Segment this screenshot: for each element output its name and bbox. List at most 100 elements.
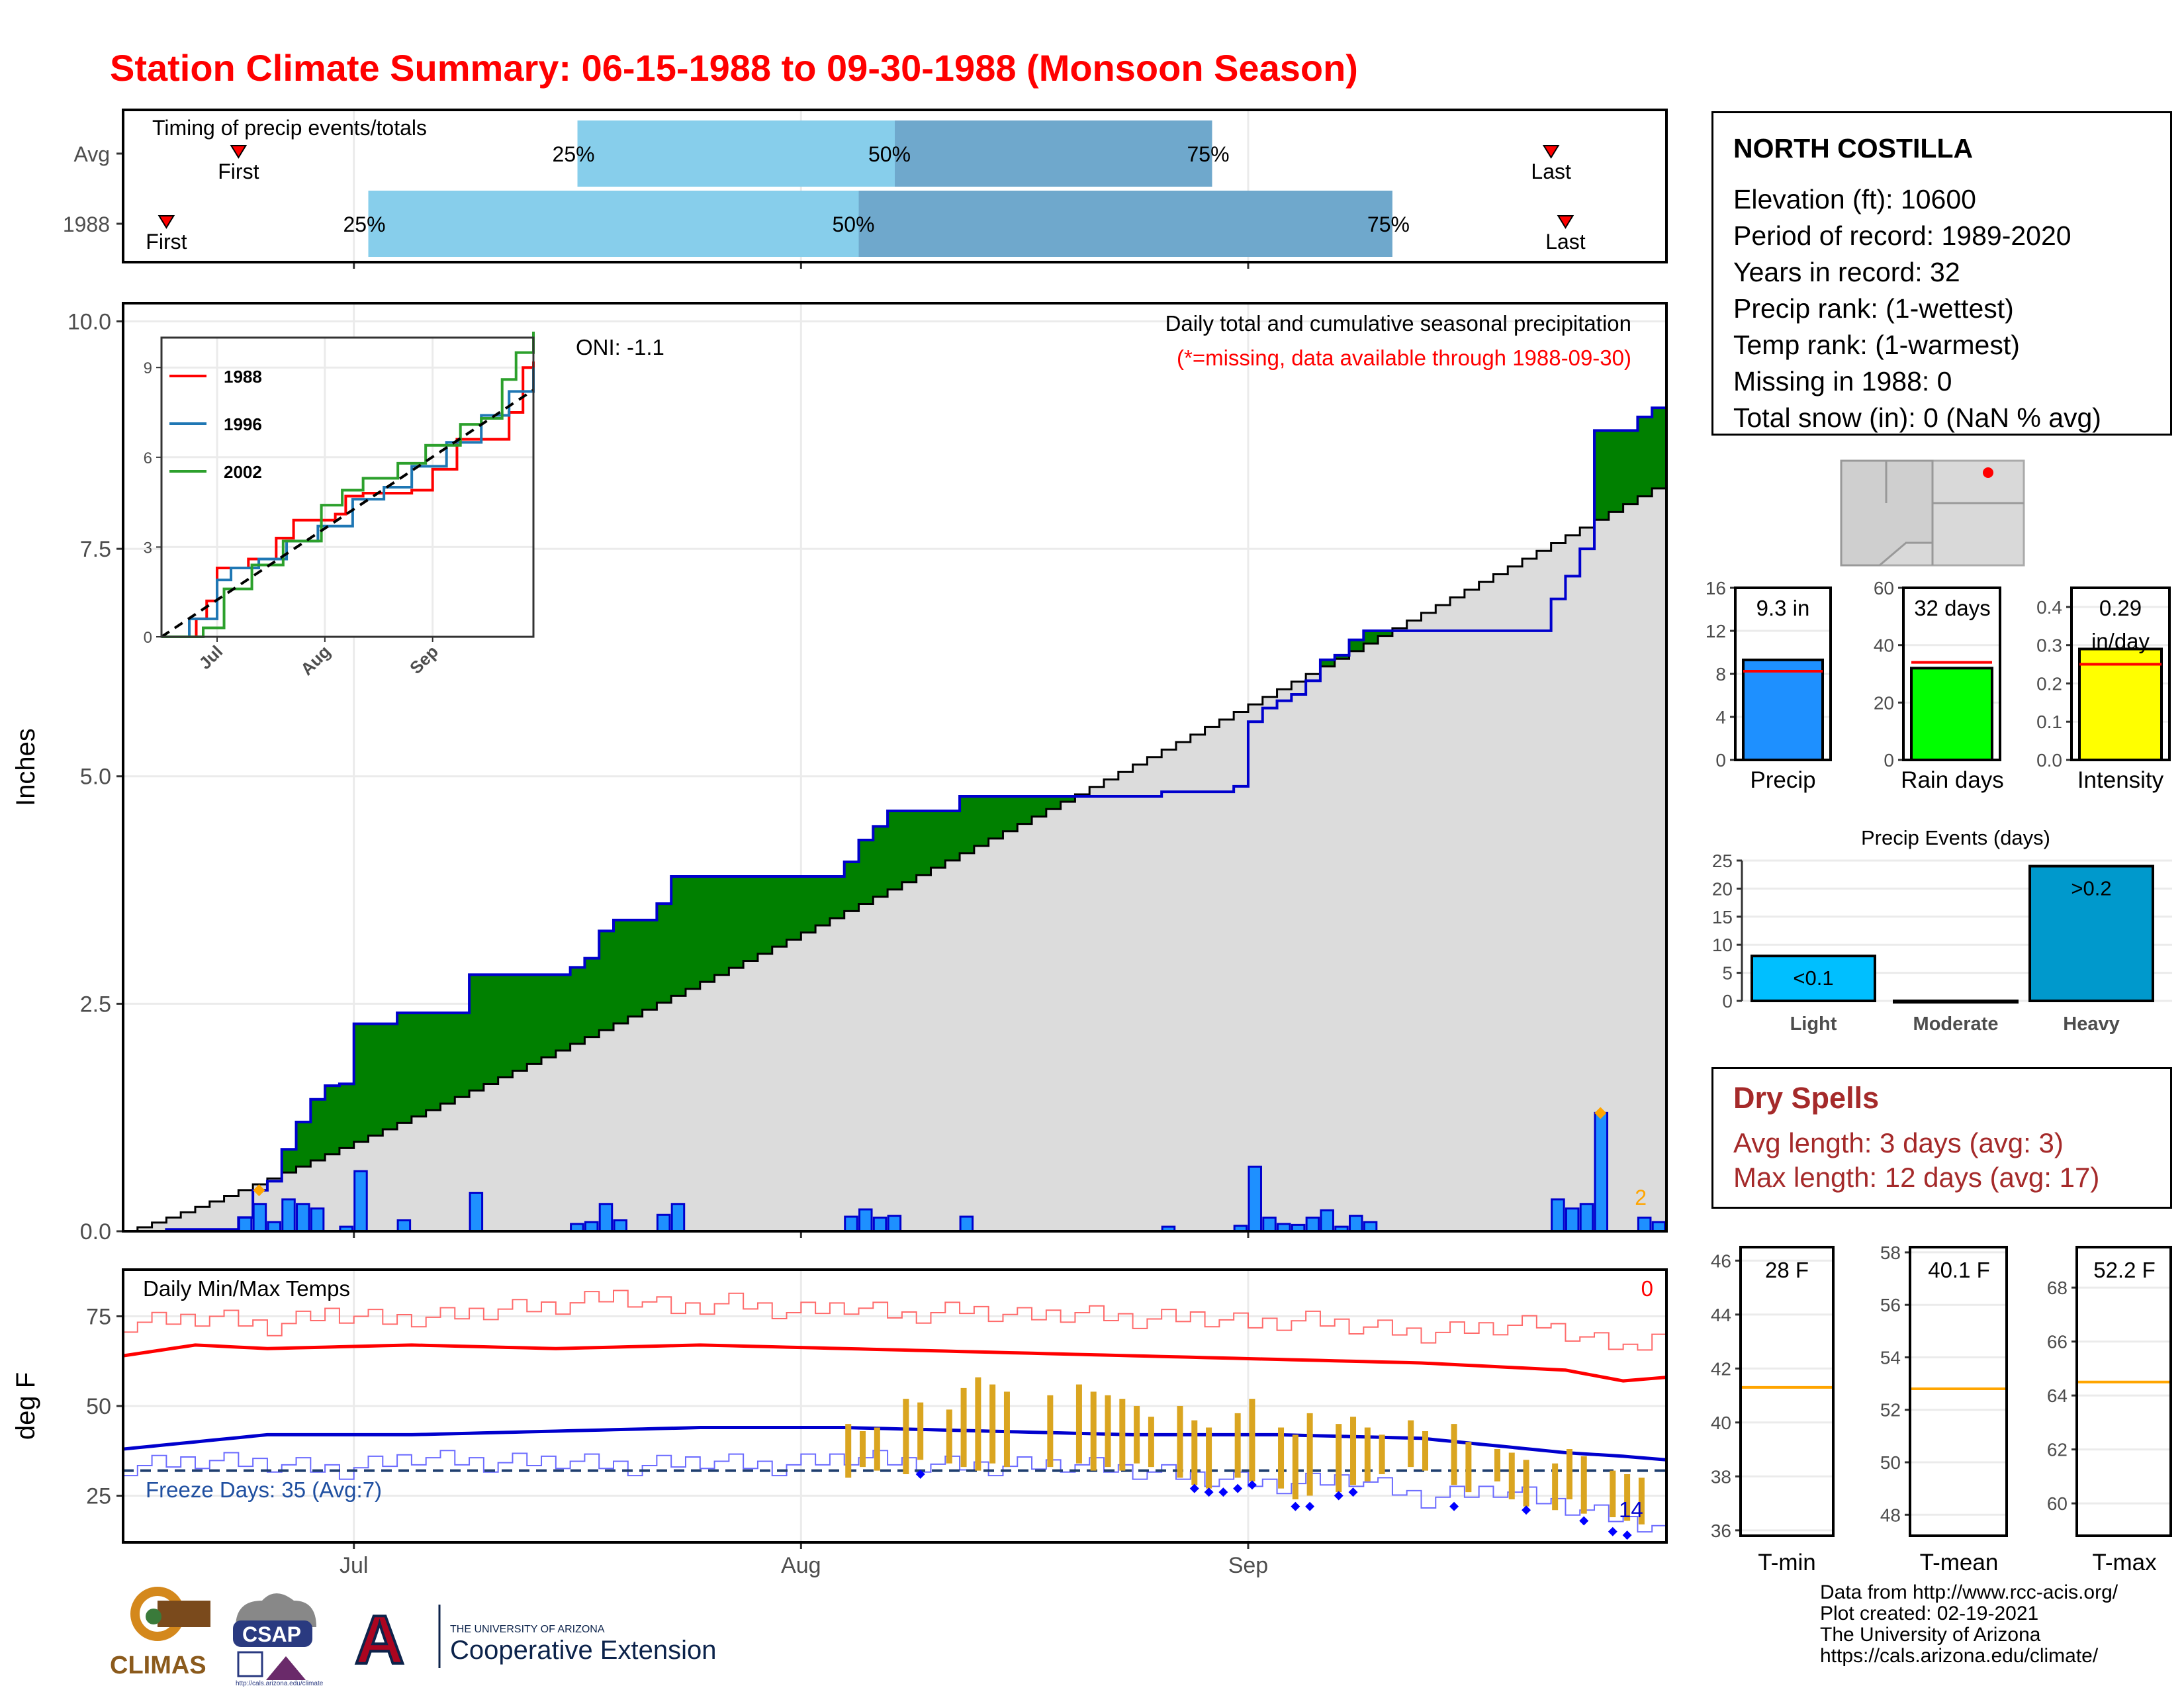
precip-daily-bar xyxy=(1594,1111,1609,1233)
precip-diff-fill xyxy=(1017,796,1032,824)
precip-diff-fill xyxy=(685,876,701,989)
precip-daily-bar xyxy=(238,1216,253,1233)
climas-globe-icon xyxy=(146,1609,161,1624)
temp-avg-panel-t-min: 28 F 36 38 40 42 44 46 T-min xyxy=(1711,1246,1835,1575)
tavg-ytick-label: 66 xyxy=(2047,1332,2068,1352)
tavg-ytick-label: 44 xyxy=(1711,1305,1731,1325)
dry-spells-avg: Avg length: 3 days (avg: 3) xyxy=(1733,1127,2064,1158)
precip-diff-fill xyxy=(512,974,527,1071)
station-info-box: NORTH COSTILLA Elevation (ft): 10600 Per… xyxy=(1711,111,2172,436)
precip-diff-fill xyxy=(657,904,672,1003)
timing-label-q25: 25% xyxy=(343,212,386,236)
tavg-frame xyxy=(1909,1246,2008,1537)
info-precip-rank: Precip rank: (1-wettest) xyxy=(1733,293,2014,324)
tavg-ytick-label: 48 xyxy=(1880,1505,1901,1525)
precip-daily-bar xyxy=(670,1203,686,1233)
precip-total-panel-precip: 9.3 in 0 4 8 12 16 Precip xyxy=(1706,578,1832,793)
ua-bottom-text: Cooperative Extension xyxy=(450,1636,716,1665)
dry-spells-max: Max length: 12 days (avg: 17) xyxy=(1733,1162,2100,1193)
timing-bar-Avg-q50-q75 xyxy=(895,120,1212,187)
total-value-label: 32 days xyxy=(1914,596,1991,620)
precip-diff-fill xyxy=(772,876,788,947)
temps-freeze-point-icon xyxy=(1449,1501,1459,1511)
timing-title: Timing of precip events/totals xyxy=(152,116,427,140)
precip-panel: Daily total and cumulative seasonal prec… xyxy=(11,302,1668,1244)
precip-diff-fill xyxy=(1060,796,1075,802)
total-value-label: 0.29 xyxy=(2099,596,2142,620)
precip-avg-line xyxy=(123,481,1668,1233)
precip-diff-fill xyxy=(931,810,946,868)
events-bar-heavy xyxy=(2028,865,2154,1002)
precip-diff-fill xyxy=(714,876,729,975)
info-missing: Missing in 1988: 0 xyxy=(1733,366,1952,397)
temps-freeze-count: 14 xyxy=(1619,1497,1643,1522)
precip-diff-fill xyxy=(945,810,960,861)
tavg-ytick-label: 42 xyxy=(1711,1358,1731,1379)
inset-bg xyxy=(161,338,533,637)
precip-diff-fill xyxy=(368,1023,383,1136)
precip-daily-bar xyxy=(858,1208,873,1233)
temps-ylabel: deg F xyxy=(11,1372,40,1440)
precip-diff-fill xyxy=(339,1084,355,1149)
events-ytick-label: 25 xyxy=(1712,851,1733,871)
inset-ytick-label: 0 xyxy=(144,629,152,647)
total-bar xyxy=(2078,647,2163,762)
events-ytick-label: 10 xyxy=(1712,935,1733,955)
precip-diff-fill xyxy=(960,796,975,853)
precip-daily-bar xyxy=(1349,1215,1363,1233)
precip-diff-fill xyxy=(887,810,903,890)
precip-ytick-label: 10.0 xyxy=(68,309,111,334)
precip-diff-fill xyxy=(1652,408,1667,489)
tavg-category-label: T-min xyxy=(1758,1550,1816,1575)
temps-freeze-point-icon xyxy=(1348,1487,1358,1497)
info-temp-rank: Temp rank: (1-warmest) xyxy=(1733,330,2020,360)
tavg-ytick-label: 60 xyxy=(2047,1493,2068,1514)
total-value-label: 9.3 in xyxy=(1756,596,1810,620)
info-years: Years in record: 32 xyxy=(1733,257,1960,287)
events-ytick-label: 5 xyxy=(1722,963,1733,984)
footer-line-url: https://cals.arizona.edu/climate/ xyxy=(1820,1645,2099,1667)
ua-logo: A THE UNIVERSITY OF ARIZONA Cooperative … xyxy=(353,1601,716,1680)
info-elevation: Elevation (ft): 10600 xyxy=(1733,184,1976,214)
temps-freeze-point-icon xyxy=(1334,1491,1343,1501)
precip-diff-fill xyxy=(627,919,643,1017)
total-bar xyxy=(1742,658,1824,761)
timing-panel: 25% 50% 75% First Last Avg 25% 50% 75% First Last 1… xyxy=(63,109,1668,269)
csap-url-text: http://cals.arizona.edu/climate xyxy=(236,1680,324,1687)
precip-diff-fill xyxy=(599,931,614,1031)
ua-top-text: THE UNIVERSITY OF ARIZONA xyxy=(450,1624,605,1635)
tavg-ytick-label: 40 xyxy=(1711,1413,1731,1433)
precip-daily-bar xyxy=(353,1170,368,1233)
inset-ytick-label: 6 xyxy=(144,449,152,467)
precip-diff-fill xyxy=(455,1013,470,1098)
precip-daily-bar xyxy=(1637,1216,1652,1233)
precip-diff-fill xyxy=(570,967,585,1044)
temp-avg-panel-t-max: 52.2 F 60 62 64 66 68 T-max xyxy=(2047,1246,2172,1575)
inset-legend-label: 1988 xyxy=(224,367,262,387)
temps-freeze-point-icon xyxy=(1622,1530,1632,1540)
climas-cloud-icon xyxy=(158,1601,210,1627)
timing-label-q75: 75% xyxy=(1187,142,1229,166)
tavg-category-label: T-max xyxy=(2092,1550,2157,1575)
csap-cloud-icon xyxy=(236,1593,316,1627)
climas-logo: CLIMAS xyxy=(110,1587,210,1679)
events-category-label: Light xyxy=(1790,1013,1837,1035)
precip-ytick-label: 5.0 xyxy=(80,765,111,790)
precip-frame xyxy=(122,302,1668,1233)
tavg-category-label: T-mean xyxy=(1920,1550,1999,1575)
precip-daily-bar xyxy=(656,1213,671,1233)
total-ytick-label: 0 xyxy=(1715,750,1726,771)
precip-max-marker-icon xyxy=(253,1184,265,1197)
timing-label-q25: 25% xyxy=(553,142,595,166)
timing-marker-first-icon xyxy=(230,145,248,159)
temps-freeze-point-icon xyxy=(915,1470,925,1479)
precip-diff-fill xyxy=(440,1013,455,1104)
csap-logo: CSAP http://cals.arizona.edu/climate xyxy=(233,1593,324,1687)
page-title: Station Climate Summary: 06-15-1988 to 0… xyxy=(110,47,1358,89)
temps-freeze-point-icon xyxy=(1579,1516,1589,1526)
precip-diff-fill xyxy=(353,1023,369,1143)
inset-legend-label: 2002 xyxy=(224,462,262,482)
precip-ytick-label: 2.5 xyxy=(80,992,111,1017)
total-ytick-label: 20 xyxy=(1874,692,1894,713)
precip-diff-fill xyxy=(397,1013,412,1123)
